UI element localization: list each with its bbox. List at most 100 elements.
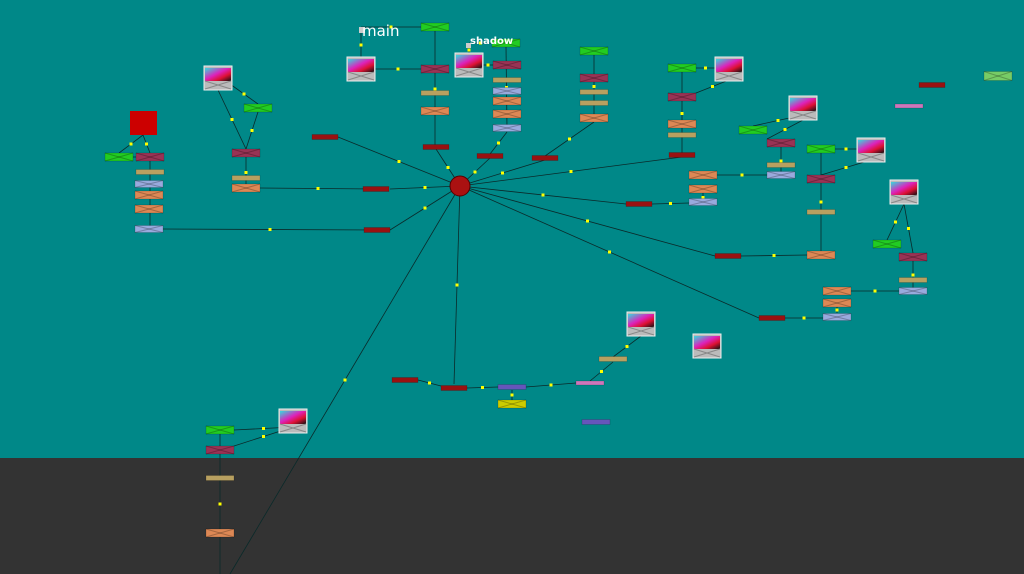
blue-node[interactable] <box>898 287 928 295</box>
grade-node[interactable] <box>135 152 165 162</box>
edge-midpoint-handle[interactable] <box>218 502 222 506</box>
tan-node[interactable] <box>898 277 928 283</box>
merge-node[interactable] <box>205 425 235 435</box>
blue-node[interactable] <box>766 171 796 179</box>
merge-node[interactable] <box>104 152 134 162</box>
dot-node[interactable] <box>440 385 468 391</box>
orange-node[interactable] <box>231 183 261 193</box>
dot-node[interactable] <box>758 315 786 321</box>
edge-midpoint-handle[interactable] <box>397 160 401 163</box>
edge-midpoint-handle[interactable] <box>423 186 427 189</box>
pink-node[interactable] <box>575 380 605 386</box>
edge-midpoint-handle[interactable] <box>680 112 684 115</box>
merge-node[interactable] <box>491 38 521 48</box>
merge-node[interactable] <box>806 144 836 154</box>
thumb-node[interactable] <box>856 137 886 163</box>
edge-midpoint-handle[interactable] <box>711 85 714 88</box>
edge-midpoint-handle[interactable] <box>776 119 780 122</box>
edge-midpoint-handle[interactable] <box>586 219 589 223</box>
thumb-node[interactable] <box>788 95 818 121</box>
grade-node[interactable] <box>806 174 836 184</box>
edge-midpoint-handle[interactable] <box>669 202 672 205</box>
tan-node[interactable] <box>766 162 796 168</box>
tan-node[interactable] <box>579 89 609 95</box>
tan-node[interactable] <box>579 100 609 106</box>
edge-midpoint-handle[interactable] <box>473 170 477 174</box>
grade-node[interactable] <box>898 252 928 262</box>
edge-midpoint-handle[interactable] <box>455 283 459 287</box>
edge-midpoint-handle[interactable] <box>894 220 897 224</box>
edge-midpoint-handle[interactable] <box>268 228 272 231</box>
thumb-node[interactable] <box>346 56 376 82</box>
grade-node[interactable] <box>420 64 450 74</box>
blue-node[interactable] <box>134 180 164 188</box>
tan-node[interactable] <box>806 209 836 215</box>
tan-node[interactable] <box>205 475 235 481</box>
lightgreen-node[interactable] <box>983 71 1013 81</box>
orange-node[interactable] <box>134 204 164 214</box>
blue-node[interactable] <box>134 225 164 233</box>
grade-node[interactable] <box>667 92 697 102</box>
edge-midpoint-handle[interactable] <box>145 142 148 146</box>
merge-node[interactable] <box>243 103 273 113</box>
hub-node[interactable] <box>449 175 471 197</box>
orange-node[interactable] <box>134 190 164 200</box>
edge-midpoint-handle[interactable] <box>343 378 347 382</box>
orange-node[interactable] <box>688 170 718 180</box>
grade-node[interactable] <box>492 60 522 70</box>
edge-midpoint-handle[interactable] <box>244 171 248 174</box>
grade-node[interactable] <box>579 73 609 83</box>
merge-node[interactable] <box>420 22 450 32</box>
edge-midpoint-handle[interactable] <box>396 67 400 71</box>
pink-node[interactable] <box>894 103 924 109</box>
edge-midpoint-handle[interactable] <box>497 141 500 145</box>
edge-midpoint-handle[interactable] <box>129 142 133 146</box>
orange-node[interactable] <box>806 250 836 260</box>
yellow-node[interactable] <box>497 399 527 409</box>
orange-node[interactable] <box>579 113 609 123</box>
tan-node[interactable] <box>135 169 165 175</box>
purple-node[interactable] <box>581 419 611 425</box>
dot-node[interactable] <box>531 155 559 161</box>
edge-midpoint-handle[interactable] <box>802 316 806 320</box>
orange-node[interactable] <box>420 106 450 116</box>
grade-node[interactable] <box>766 138 796 148</box>
orange-node[interactable] <box>822 298 852 308</box>
thumb-node[interactable] <box>454 52 484 78</box>
tan-node[interactable] <box>420 90 450 96</box>
dot-node[interactable] <box>391 377 419 383</box>
thumb-node[interactable] <box>692 333 722 359</box>
dot-node[interactable] <box>476 153 504 159</box>
edge-midpoint-handle[interactable] <box>740 173 744 177</box>
tan-node[interactable] <box>598 356 628 362</box>
edge-midpoint-handle[interactable] <box>819 200 823 204</box>
edge-midpoint-handle[interactable] <box>467 48 471 52</box>
edge-midpoint-handle[interactable] <box>433 87 437 91</box>
backdrop-main-handle[interactable] <box>359 27 365 33</box>
grade-node[interactable] <box>231 148 261 158</box>
orange-node[interactable] <box>492 109 522 119</box>
edge-midpoint-handle[interactable] <box>242 92 246 96</box>
tan-node[interactable] <box>667 132 697 138</box>
edge-midpoint-handle[interactable] <box>783 128 787 131</box>
thumb-node[interactable] <box>278 408 308 434</box>
dot-node[interactable] <box>311 134 339 140</box>
thumb-node[interactable] <box>714 56 744 82</box>
orange-node[interactable] <box>822 286 852 296</box>
dot-node[interactable] <box>362 186 390 192</box>
dot-node[interactable] <box>714 253 742 259</box>
edge-midpoint-handle[interactable] <box>250 129 254 132</box>
backdrop-shadow-handle[interactable] <box>466 43 471 48</box>
edge-midpoint-handle[interactable] <box>844 147 848 151</box>
edge-midpoint-handle[interactable] <box>428 381 431 385</box>
dot-node[interactable] <box>918 82 946 88</box>
edge-midpoint-handle[interactable] <box>600 370 603 373</box>
edge-midpoint-handle[interactable] <box>481 386 484 389</box>
orange-node[interactable] <box>667 119 697 129</box>
edge-midpoint-handle[interactable] <box>873 289 877 293</box>
tan-node[interactable] <box>492 77 522 83</box>
edge-midpoint-handle[interactable] <box>230 118 234 121</box>
merge-node[interactable] <box>667 63 697 73</box>
constant-node[interactable] <box>130 111 157 135</box>
